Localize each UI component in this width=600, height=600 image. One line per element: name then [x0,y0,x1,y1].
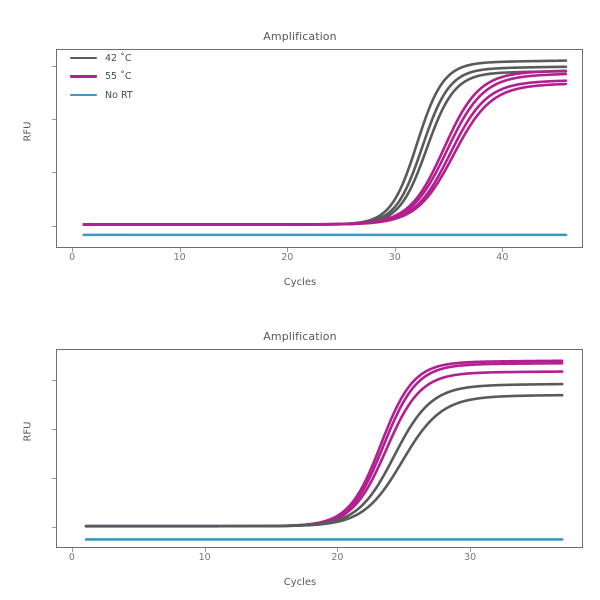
curve-canvas-top [57,50,582,247]
x-tick-label: 10 [173,252,186,263]
x-tick-mark [71,548,73,552]
x-tick-mark [337,548,339,552]
x-tick-label: 20 [281,252,294,263]
x-tick-label: 30 [388,252,401,263]
curve-55c [84,84,566,224]
x-axis-label-top: Cycles [283,277,317,288]
curve-55c [86,372,562,527]
x-tick-label: 10 [198,552,211,563]
y-tick-mark [52,428,56,430]
curve-canvas-bottom [57,350,582,547]
legend-color-swatch [70,93,97,97]
x-tick-label: 40 [496,252,509,263]
x-tick-label: 0 [68,552,75,563]
x-tick-mark [470,548,472,552]
curve-55c [84,81,566,225]
y-axis-label-top: RFU [22,121,34,142]
x-tick-mark [502,248,504,252]
y-tick-mark [52,527,56,529]
legend-label: 42 ˚C [105,52,132,64]
x-tick-mark [179,248,181,252]
x-tick-mark [287,248,289,252]
x-tick-label: 20 [331,552,344,563]
legend-label: 55 ˚C [105,71,132,82]
curve-42c [86,384,562,526]
curve-55c [86,363,562,526]
x-tick-label: 30 [464,552,477,563]
legend-label: No RT [105,89,133,101]
legend-item-no-rt[interactable]: No RT [70,89,133,101]
legend-top: 42 ˚C 55 ˚C No RT [70,52,133,101]
x-tick-mark [394,248,396,252]
x-tick-mark [204,548,206,552]
y-tick-mark [52,119,56,121]
y-axis-label-bottom: RFU [22,421,34,442]
legend-item-42c[interactable]: 42 ˚C [70,52,133,64]
plot-area-bottom [56,349,583,548]
y-tick-mark [52,379,56,381]
curve-42c [84,67,566,225]
amplification-chart-bottom: Amplification RFU Cycles 0100020003000 0… [0,300,600,600]
y-tick-mark [52,172,56,174]
curve-55c [84,74,566,224]
y-tick-mark [52,225,56,227]
y-tick-mark [52,478,56,480]
legend-color-swatch [70,75,97,78]
x-tick-label: 0 [69,252,76,263]
x-axis-label-bottom: Cycles [283,577,317,588]
chart-title-bottom: Amplification [263,330,337,343]
legend-color-swatch [70,56,97,60]
chart-title-top: Amplification [263,30,337,43]
x-tick-mark [72,248,74,252]
curve-42c [86,395,562,526]
plot-area-top [56,49,583,248]
legend-item-55c[interactable]: 55 ˚C [70,71,133,83]
amplification-chart-top: Amplification RFU Cycles 0100020003000 0… [22,30,583,288]
y-tick-mark [52,66,56,68]
